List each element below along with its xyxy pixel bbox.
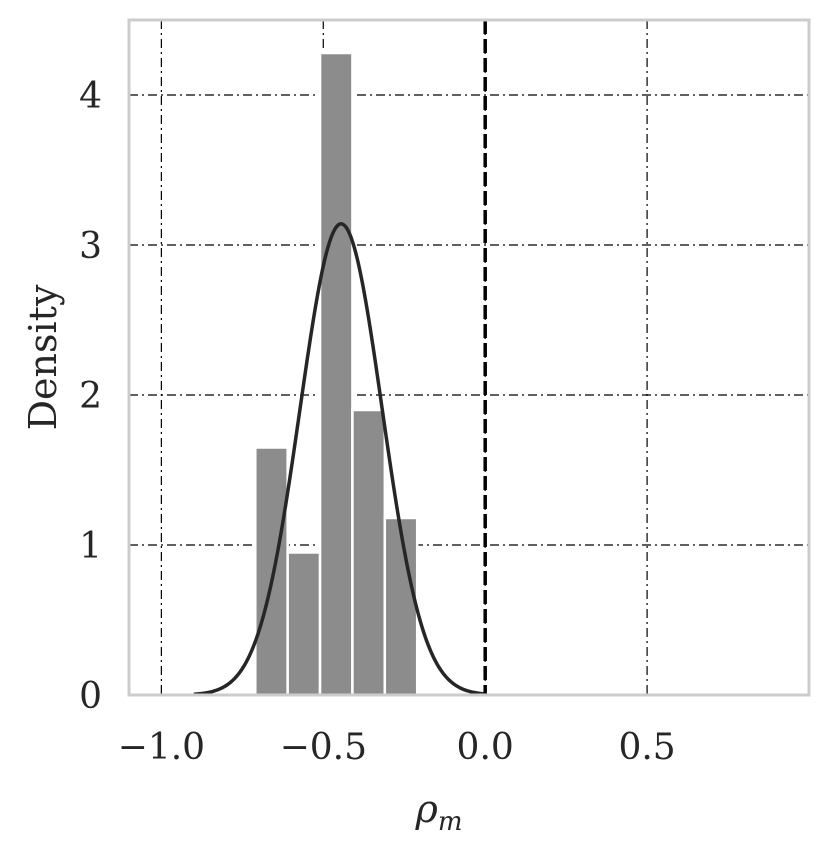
x-tick-label: 0.5	[618, 727, 675, 768]
histogram-bar	[318, 51, 354, 697]
y-tick-label: 4	[79, 76, 102, 117]
histogram-bar	[254, 446, 289, 697]
x-axis-label-subscript: m	[438, 807, 463, 837]
x-tick-label: 0.0	[457, 727, 514, 768]
histogram-bar	[383, 516, 419, 697]
y-tick-label: 0	[79, 676, 102, 717]
grid-lines	[129, 20, 809, 695]
y-tick-label: 1	[79, 526, 102, 567]
plot-frame	[127, 18, 811, 697]
x-tick-labels: −1.0 −0.5 0.0 0.5	[118, 727, 676, 768]
histogram-bar	[351, 408, 387, 697]
kde-curve	[193, 222, 486, 696]
x-axis-label-symbol: ρ	[415, 787, 439, 831]
x-tick-label: −0.5	[280, 727, 367, 768]
x-axis-label: ρm	[415, 787, 463, 837]
y-tick-labels: 0 1 2 3 4	[79, 76, 102, 717]
histogram-bar	[286, 551, 322, 697]
histogram-bars	[254, 51, 419, 697]
y-tick-label: 3	[79, 226, 102, 267]
kde-curve-group	[193, 222, 486, 696]
x-tick-label: −1.0	[118, 727, 205, 768]
y-axis-label: Density	[21, 284, 65, 430]
y-tick-label: 2	[79, 376, 102, 417]
